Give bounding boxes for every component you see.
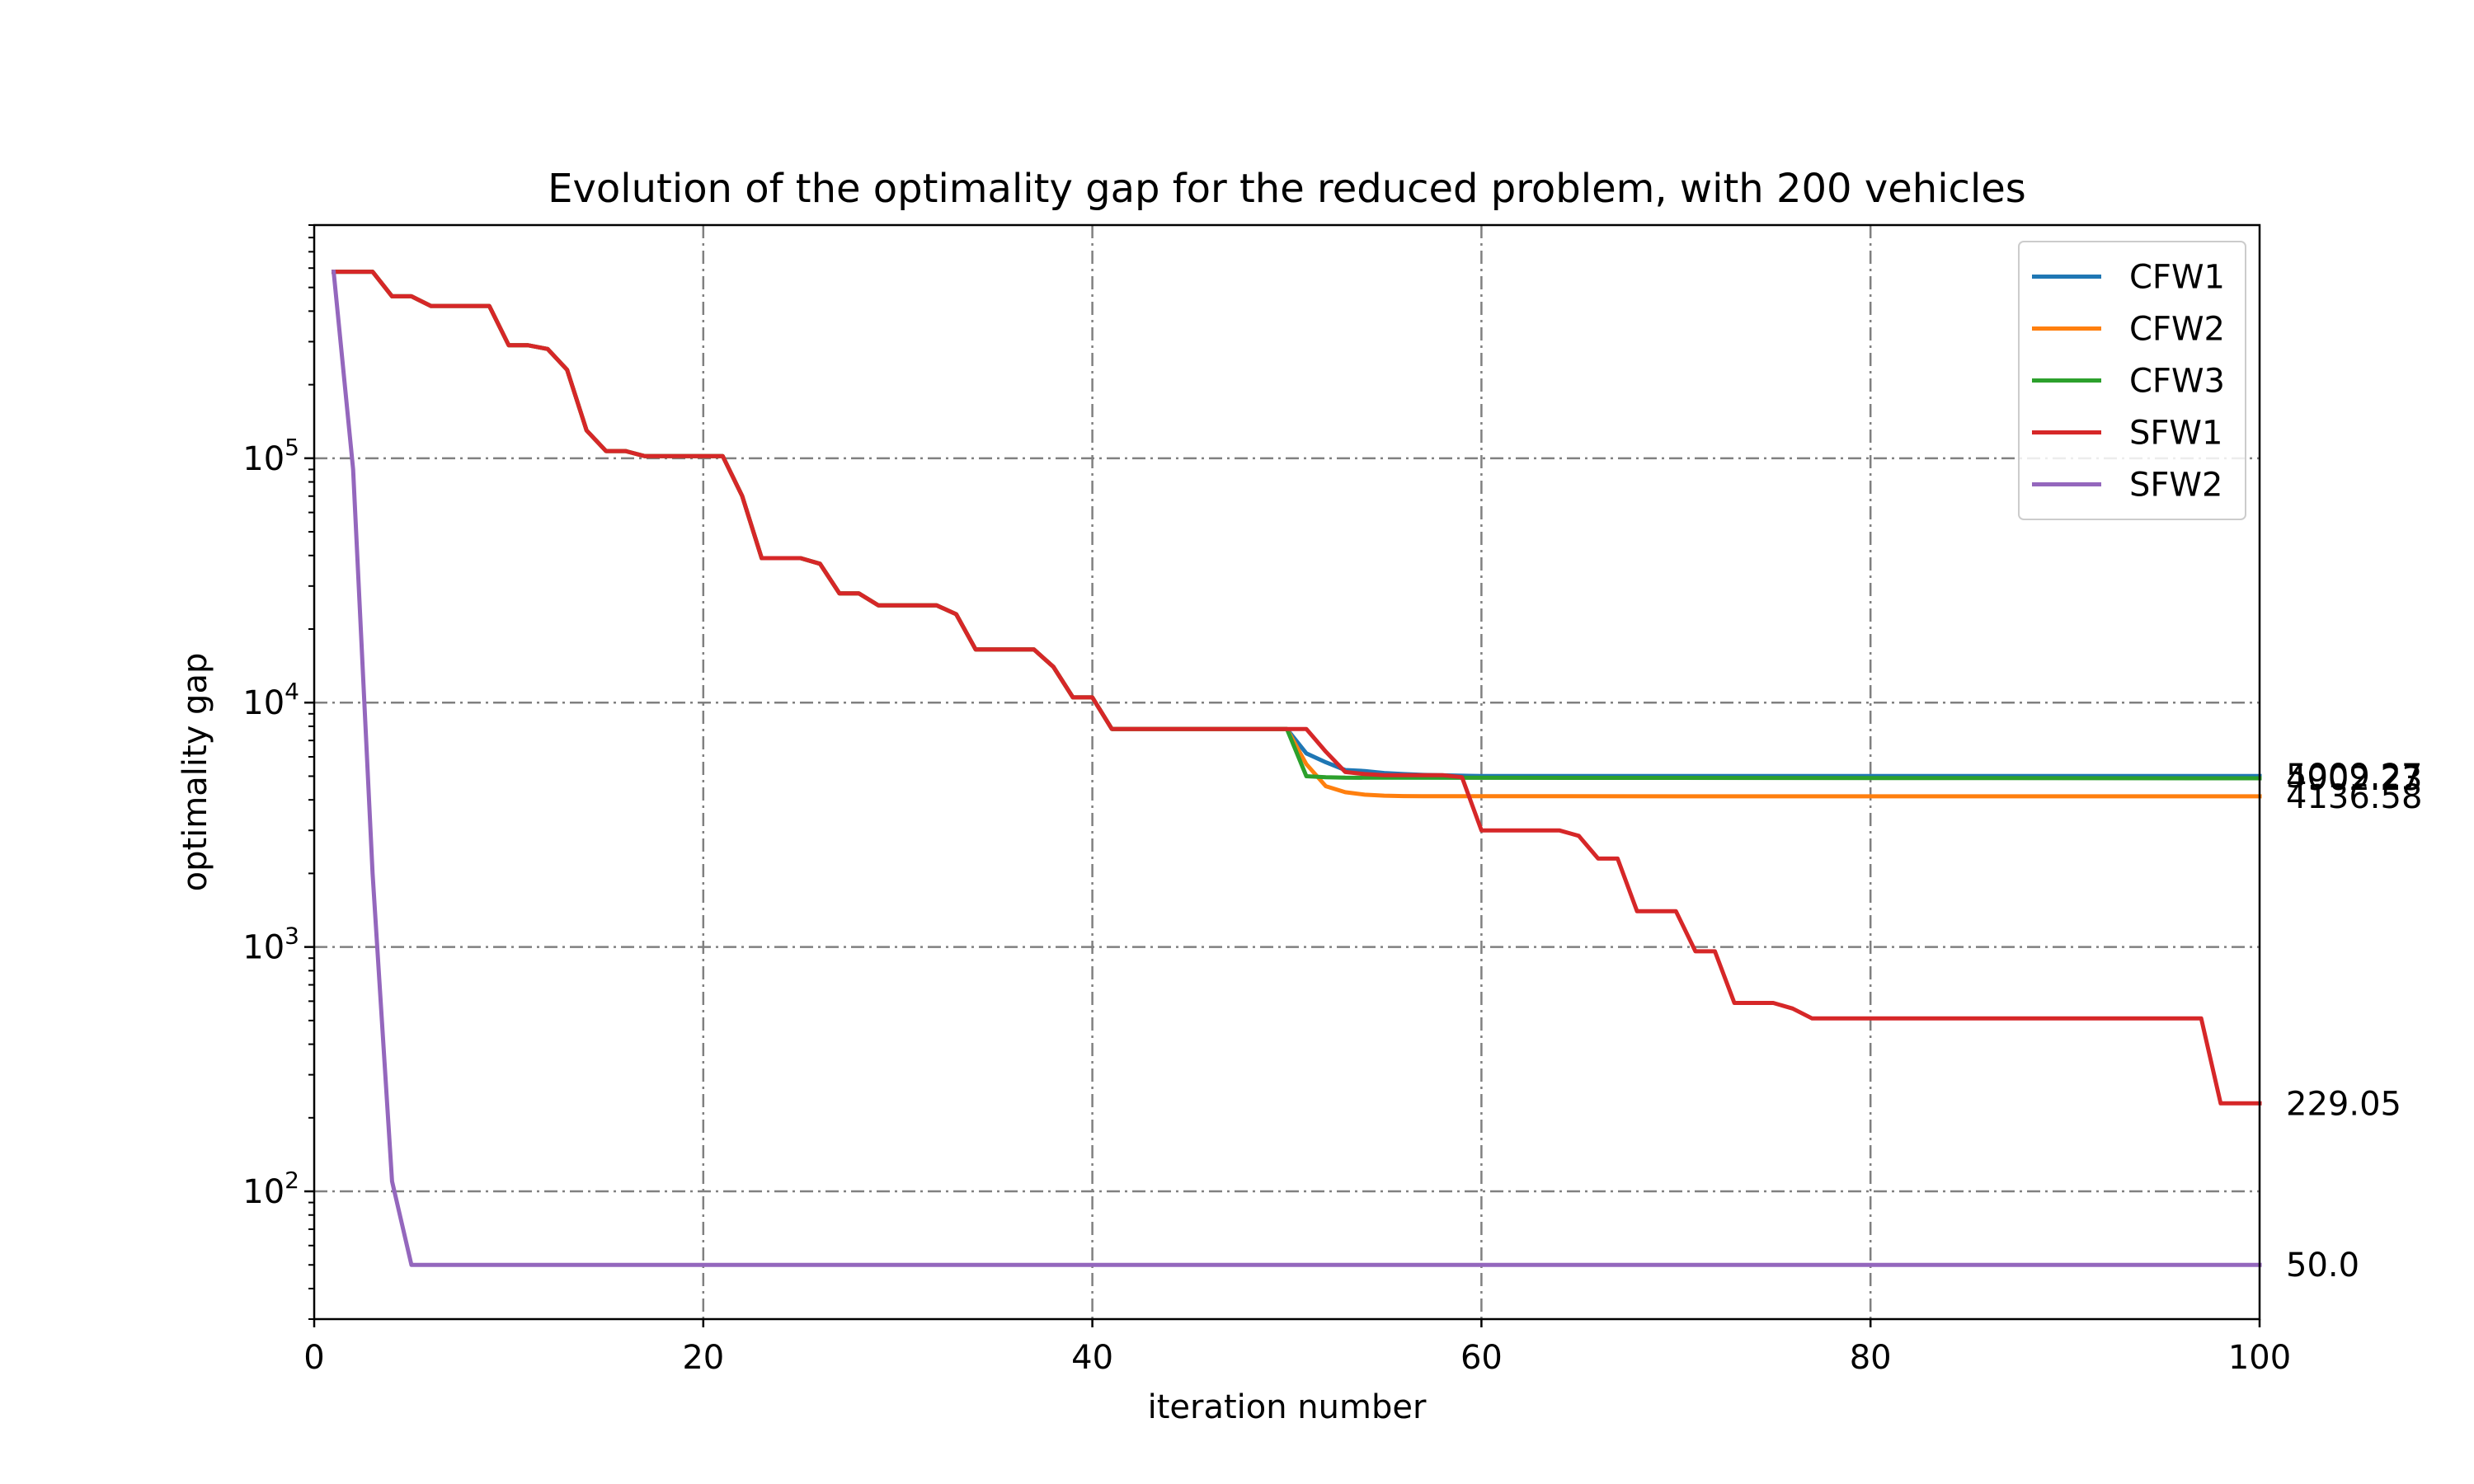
legend-label-cfw3: CFW3 [2129,363,2225,401]
legend-label-cfw1: CFW1 [2129,259,2225,297]
legend-label-cfw2: CFW2 [2129,311,2225,349]
legend-box [2018,241,2246,520]
y-axis-ticks: 102 103 104 105 [242,224,314,1320]
x-tick-label: 80 [1850,1339,1892,1377]
end-label-cfw3: 4902.23 [2286,760,2422,798]
y-tick-label: 104 [242,678,299,722]
x-tick-label: 40 [1071,1339,1113,1377]
grid [314,225,2260,1319]
end-label-sfw2: 50.0 [2286,1247,2359,1284]
x-tick-label: 0 [303,1339,324,1377]
plot-area-frame [313,223,2261,1321]
x-tick-label: 60 [1460,1339,1503,1377]
series-line-sfw1 [332,270,2262,1106]
end-label-sfw1: 229.05 [2286,1085,2401,1123]
end-label-cfw1: 5009.27 [2286,758,2422,796]
chart-title: Evolution of the optimality gap for the … [548,166,2026,212]
series-line-sfw2 [331,269,2262,1267]
x-tick-label: 20 [682,1339,724,1377]
x-tick-label: 100 [2228,1339,2291,1377]
series-line-cfw1 [332,270,2262,778]
x-axis-ticks: 0 20 40 60 80 100 [303,1319,2291,1377]
legend-label-sfw1: SFW1 [2129,415,2222,453]
y-tick-label: 105 [242,434,299,478]
end-label-cfw2: 4136.58 [2286,778,2422,816]
legend-label-sfw2: SFW2 [2129,467,2222,505]
legend: CFW1 CFW2 CFW3 SFW1 SFW2 [2018,241,2246,520]
series-line-cfw2 [332,270,2262,799]
y-tick-label: 102 [242,1167,299,1211]
x-axis-label: iteration number [1148,1388,1427,1426]
plot-lines [331,269,2262,1267]
y-axis-label: optimality gap [176,653,214,892]
y-tick-label: 103 [242,923,299,967]
